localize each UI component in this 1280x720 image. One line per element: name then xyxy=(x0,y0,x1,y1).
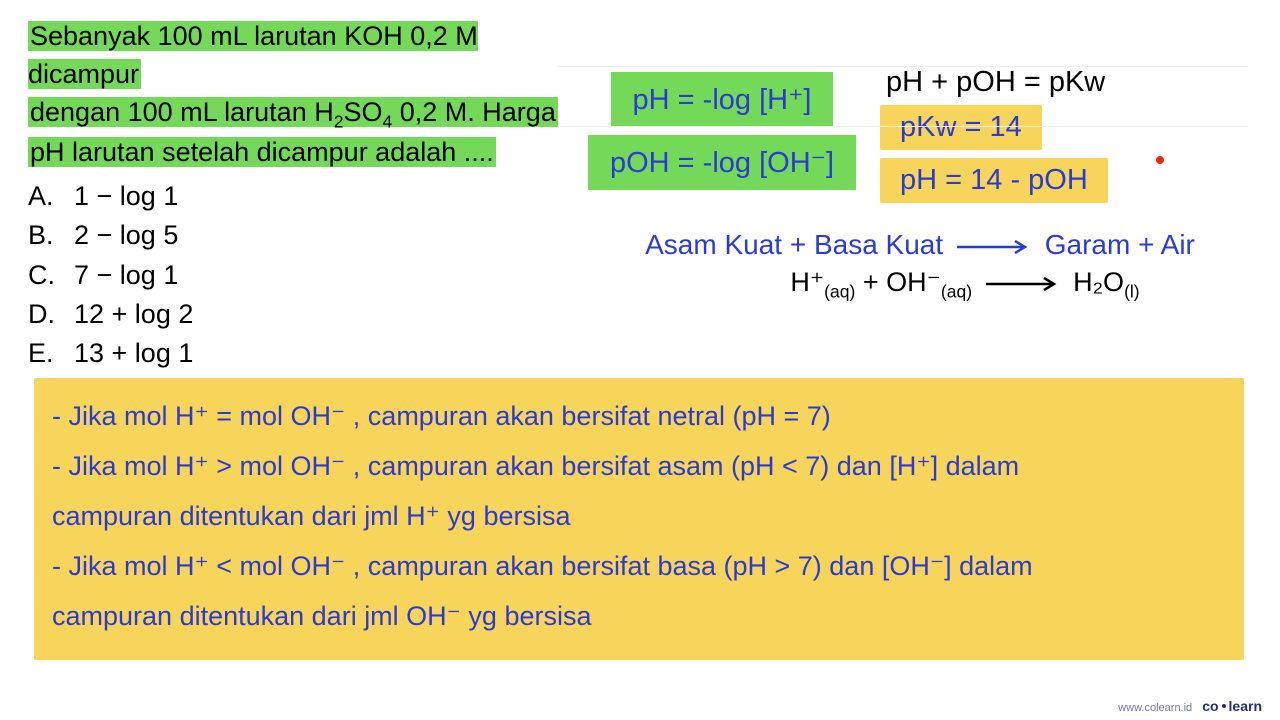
answer-options: A.1 − log 1 B.2 − log 5 C.7 − log 1 D.12… xyxy=(28,177,558,373)
arrow-icon xyxy=(980,277,1066,291)
formula-pkw: pKw = 14 xyxy=(880,105,1042,150)
reaction-words: Asam Kuat + Basa Kuat Garam + Air xyxy=(588,227,1252,263)
question-line-3: pH larutan setelah dicampur adalah .... xyxy=(28,137,496,167)
top-row: Sebanyak 100 mL larutan KOH 0,2 M dicamp… xyxy=(28,18,1252,373)
question-line-2: dengan 100 mL larutan H2SO4 0,2 M. Harga xyxy=(28,97,558,127)
option-e: E.13 + log 1 xyxy=(28,334,558,373)
footer-url: www.colearn.id xyxy=(1118,702,1192,714)
formula-ph: pH = -log [H⁺] xyxy=(611,72,834,127)
formula-columns: pH = -log [H⁺] pOH = -log [OH⁻] pH + pOH… xyxy=(588,18,1252,205)
formula-col-right: pH + pOH = pKw pKw = 14 pH = 14 - pOH xyxy=(880,18,1111,205)
notes-box: - Jika mol H⁺ = mol OH⁻ , campuran akan … xyxy=(34,378,1244,660)
note-2b: campuran ditentukan dari jml H⁺ yg bersi… xyxy=(52,492,1226,542)
formula-col-left: pH = -log [H⁺] pOH = -log [OH⁻] xyxy=(588,18,856,194)
formula-block: pH = -log [H⁺] pOH = -log [OH⁻] pH + pOH… xyxy=(558,18,1252,304)
formula-poh: pOH = -log [OH⁻] xyxy=(588,135,856,190)
dot-icon xyxy=(1222,704,1226,708)
question-block: Sebanyak 100 mL larutan KOH 0,2 M dicamp… xyxy=(28,18,558,373)
formula-sum: pH + pOH = pKw xyxy=(880,62,1111,103)
brand-logo: colearn xyxy=(1202,698,1262,714)
note-1: - Jika mol H⁺ = mol OH⁻ , campuran akan … xyxy=(52,392,1226,442)
rule-line xyxy=(558,126,1248,127)
reaction-ionic: H⁺(aq) + OH⁻(aq) H₂O(l) xyxy=(588,265,1252,303)
option-c: C.7 − log 1 xyxy=(28,256,558,295)
question-line-1: Sebanyak 100 mL larutan KOH 0,2 M dicamp… xyxy=(28,21,478,89)
option-a: A.1 − log 1 xyxy=(28,177,558,216)
slide-page: Sebanyak 100 mL larutan KOH 0,2 M dicamp… xyxy=(0,0,1280,720)
rule-line xyxy=(558,66,1248,67)
formula-ph14: pH = 14 - pOH xyxy=(880,158,1108,203)
question-text: Sebanyak 100 mL larutan KOH 0,2 M dicamp… xyxy=(28,18,558,171)
arrow-icon xyxy=(951,240,1037,254)
note-3b: campuran ditentukan dari jml OH⁻ yg bers… xyxy=(52,592,1226,642)
note-2a: - Jika mol H⁺ > mol OH⁻ , campuran akan … xyxy=(52,442,1226,492)
option-d: D.12 + log 2 xyxy=(28,295,558,334)
option-b: B.2 − log 5 xyxy=(28,216,558,255)
footer: www.colearn.id colearn xyxy=(1118,698,1262,714)
note-3a: - Jika mol H⁺ < mol OH⁻ , campuran akan … xyxy=(52,542,1226,592)
laser-pointer-icon xyxy=(1154,154,1166,166)
